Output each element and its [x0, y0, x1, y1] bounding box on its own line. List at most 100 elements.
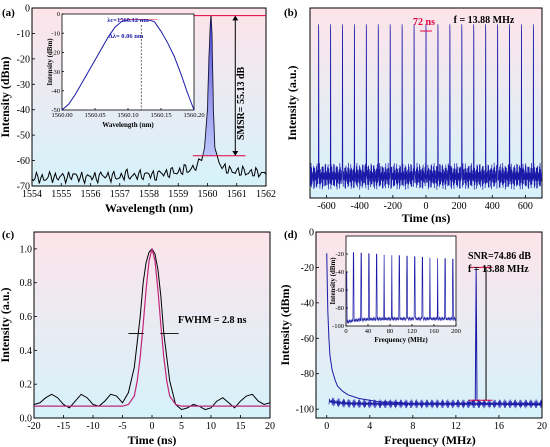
panel-c-ytick-label: 0.8: [20, 278, 33, 289]
panel-a-inset-ytick-label: -20: [51, 50, 60, 57]
panel-d-ytick-label: -80: [301, 369, 314, 380]
panel-d-inset: -100 -80 -60 -40 -20 0 40 80 120 160 200 Frequenc…: [329, 235, 461, 344]
panel-a-spectrum-line: [32, 15, 266, 185]
panel-d-xtick-label: 16: [494, 421, 504, 432]
panel-d-label: (d): [284, 229, 298, 241]
panel-d-xtick-label: 20: [537, 421, 547, 432]
panel-b-period-label: 72 ns: [413, 17, 435, 28]
panel-a-inset-ylabel: Intensity (dBm): [46, 38, 54, 86]
panel-a-xlabel: Wavelength (nm): [105, 201, 193, 215]
panel-a-inset-width-label: Δλ= 0.06 nm: [109, 33, 144, 40]
panel-a-ytick-label: 0: [25, 4, 30, 15]
panel-d-ylabel: Intensity (dBm): [278, 284, 292, 365]
panel-a-ytick-label: -30: [17, 80, 30, 91]
panel-c-ytick-label: 0.6: [20, 312, 33, 323]
panel-b-xtick-label: 0: [424, 201, 429, 212]
panel-d-inset-frame: [345, 235, 457, 327]
panel-b-xtick-label: -200: [384, 201, 402, 212]
panel-a-inset: -50 -40 -30 -20 -10 0 1560.00 1560.05 1560.10 15…: [46, 11, 205, 129]
panel-b-xtick-label: 600: [518, 201, 533, 212]
panel-c-ytick-label: 0.4: [20, 346, 33, 357]
panel-c-fit-curve: [34, 248, 270, 407]
panel-d-inset-ytick-label: -40: [335, 269, 344, 276]
panel-d-snr-label: SNR=74.86 dB: [468, 251, 531, 262]
panel-a-xtick-label: 1554: [22, 189, 42, 200]
panel-d-inset-ylabel: Intensity (dBm): [329, 257, 337, 305]
panel-b-pulse-train: [310, 24, 542, 190]
panel-a-inset-xlabel: Wavelength (nm): [102, 121, 154, 129]
panel-d-xtick-label: 0: [324, 421, 329, 432]
panel-d-inset-xtick-label: 120: [407, 328, 417, 335]
panel-a-ytick-label: -40: [17, 105, 30, 116]
panel-a-xtick-label: 1560: [198, 189, 218, 200]
panel-a-xtick-label: 1557: [110, 189, 130, 200]
panel-d-freq-label: f = 13.88 MHz: [468, 264, 529, 275]
panel-a-smsr-arrowhead-bottom: [232, 150, 239, 156]
panel-a-smsr-arrowhead-top: [232, 15, 239, 21]
panel-d-inset-ytick-label: -80: [335, 305, 344, 312]
panel-a-inset-frame: [61, 13, 195, 111]
panel-c-ytick-label: 0.0: [20, 414, 33, 425]
panel-d-xtick-label: 4: [367, 421, 372, 432]
panel-c-xtick-label: 20: [265, 421, 275, 432]
panel-a-inset-xtick-label: 1560.05: [84, 112, 105, 119]
panel-a-ytick-label: -70: [17, 182, 30, 193]
panel-a-xtick-label: 1561: [227, 189, 247, 200]
panel-c-xtick-label: 15: [236, 421, 246, 432]
panel-a-xtick-label: 1559: [168, 189, 188, 200]
panel-b-freq-label: f = 13.88 MHz: [454, 15, 515, 26]
panel-c-xtick-label: 5: [179, 421, 184, 432]
panel-a-smsr-label: SMSR= 55.13 dB: [236, 66, 247, 140]
panel-d-ytick-label: -100: [296, 405, 314, 416]
panel-a-ytick-label: -10: [17, 29, 30, 40]
panel-b-ylabel: Intensity (a.u.): [285, 65, 299, 140]
panel-a-inset-ytick-label: -10: [51, 30, 60, 37]
panel-c-xtick-label: -5: [118, 421, 126, 432]
panel-b-xtick-label: -600: [317, 201, 335, 212]
panel-c-xtick-label: 10: [206, 421, 216, 432]
panel-a-inset-center-label: λc=1560.12 nm: [107, 17, 149, 24]
panel-a: (a) -70 -60 -50 -40 -30 -20 -10 0 1554 1555 1556 1…: [0, 4, 276, 216]
panel-d-ytick-label: -40: [301, 298, 314, 309]
panel-a-inset-xtick-label: 1560.20: [183, 112, 204, 119]
panel-a-xtick-label: 1556: [81, 189, 101, 200]
panel-a-label: (a): [2, 7, 15, 19]
panel-a-inset-xtick-label: 1560.00: [51, 112, 72, 119]
panel-d-inset-ytick-label: -20: [335, 251, 344, 258]
panel-a-inset-xtick-label: 1560.15: [150, 112, 171, 119]
panel-d-inset-xtick-label: 160: [429, 328, 439, 335]
panel-a-inset-ytick-label: 0: [57, 11, 60, 18]
panel-c: (c) 0.0 0.2 0.4 0.6 0.8 1.0 -20 -15 -10 -5 0 5 10 15…: [0, 229, 275, 447]
panel-c-xtick-label: 0: [150, 421, 155, 432]
panel-c-ylabel: Intensity (a.u.): [0, 287, 12, 362]
panel-d-xtick-label: 12: [451, 421, 461, 432]
panel-a-xtick-label: 1555: [51, 189, 71, 200]
panel-d-xtick-label: 8: [410, 421, 415, 432]
panel-d: (d) -100 -80 -60 -40 -20 0 0 4 8 12 16 20 SNR=74.8…: [278, 228, 547, 447]
panel-d-ytick-label: 0: [309, 228, 314, 239]
panel-a-ylabel: Intensity (dBm): [0, 56, 12, 137]
panel-d-inset-ytick-label: -100: [332, 323, 344, 330]
panel-d-inset-xtick-label: 200: [451, 328, 461, 335]
panel-a-ytick-label: -60: [17, 156, 30, 167]
panel-a-inset-ytick-label: -40: [51, 88, 60, 95]
panel-d-inset-xtick-label: 0: [344, 328, 347, 335]
panel-c-xtick-label: -15: [57, 421, 70, 432]
panel-c-ytick-label: 0.2: [20, 380, 33, 391]
panel-d-inset-xlabel: Frequency (MHz): [374, 336, 428, 344]
panel-c-xlabel: Time (ns): [128, 433, 177, 447]
panel-d-inset-spectrum: [346, 252, 457, 325]
panel-a-xtick-label: 1558: [139, 189, 159, 200]
panel-d-xlabel: Frequency (MHz): [384, 433, 475, 447]
panel-a-inset-ytick-label: -30: [51, 69, 60, 76]
panel-b: (b) -600 -400 -200 0 200 400 600 72 ns f = 13.…: [284, 7, 543, 225]
panel-d-ytick-label: -60: [301, 334, 314, 345]
panel-a-ytick-label: -50: [17, 131, 30, 142]
panel-b-xtick-label: 400: [485, 201, 500, 212]
panel-a-xtick-label: 1562: [256, 189, 276, 200]
panel-d-ytick-label: -20: [301, 263, 314, 274]
panel-c-xtick-label: -20: [27, 421, 40, 432]
panel-c-xtick-label: -10: [86, 421, 99, 432]
panel-b-xlabel: Time (ns): [402, 211, 451, 225]
